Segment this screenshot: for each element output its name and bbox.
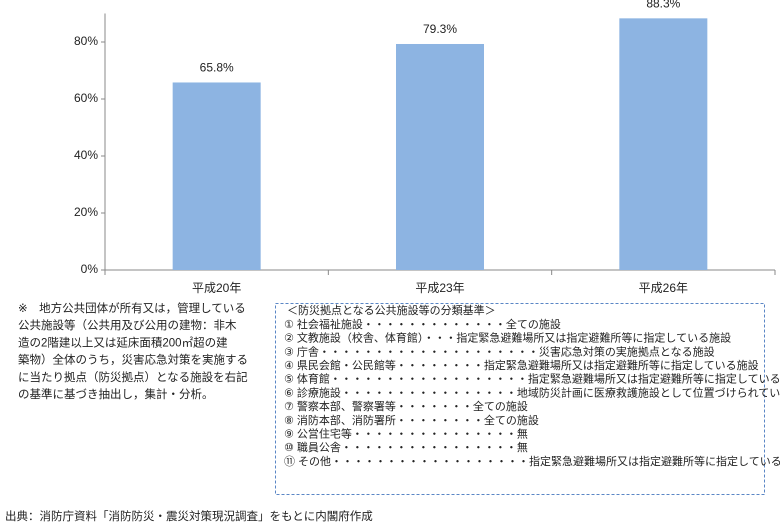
y-tick-label: 60% [74,91,98,105]
criteria-item: ⑤ 体育館・・・・・・・・・・・・・・・・・・指定緊急避難場所又は指定避難所等に… [284,372,780,386]
source: 出典：消防庁資料「消防防災・震災対策現況調査」をもとに内閣府作成 [5,509,373,523]
x-tick-label: 平成23年 [415,281,464,295]
note-line: の基準に基づき抽出し，集計・分析。 [18,387,214,401]
y-tick-label: 0% [81,262,99,276]
note-line: 公共施設等（公共用及び公用の建物：非木 [18,318,237,332]
value-label: 88.3% [646,0,680,11]
y-tick-label: 20% [74,205,98,219]
criteria-item: ③ 庁舎・・・・・・・・・・・・・・・・・・・・災害応急対策の実施拠点となる施設 [284,344,715,358]
criteria-item: ⑧ 消防本部、消防署所・・・・・・・・全ての施設 [284,413,539,427]
value-label: 65.8% [200,61,234,75]
note-line: に当たり拠点（防災拠点）となる施設を右記 [18,370,248,384]
criteria-item: ⑪ その他・・・・・・・・・・・・・・・・・・指定緊急避難場所又は指定避難所等に… [284,454,780,468]
note-line: ※ 地方公共団体が所有又は，管理している [18,301,246,315]
criteria-item: ⑩ 職員公舎・・・・・・・・・・・・・・・・無 [284,440,528,454]
x-tick-label: 平成26年 [639,281,688,295]
x-tick-label: 平成20年 [192,281,241,295]
y-tick-label: 80% [74,34,98,48]
criteria-item: ⑥ 診療施設・・・・・・・・・・・・・・・・地域防災計画に医療救護施設として位置… [284,385,780,399]
value-label: 79.3% [423,22,457,36]
criteria-item: ② 文教施設（校舎、体育館）・・・指定緊急避難場所又は指定避難所等に指定している… [284,331,731,345]
criteria-item: ⑨ 公営住宅等・・・・・・・・・・・・・・・無 [284,427,528,441]
y-tick-label: 40% [74,148,98,162]
criteria-item: ① 社会福祉施設・・・・・・・・・・・・・全ての施設 [284,317,561,331]
criteria-item: ④ 県民会館・公民館等・・・・・・・・指定緊急避難場所又は指定避難所等に指定して… [284,358,759,372]
criteria-item: ⑦ 警察本部、警察署等・・・・・・・全ての施設 [284,399,528,413]
note-line: 築物）全体のうち，災害応急対策を実施する [18,353,248,367]
bar [172,82,261,270]
criteria-title: ＜防災拠点となる公共施設等の分類基準＞ [287,303,496,317]
bar [619,18,708,270]
note-line: 造の2階建以上又は延床面積200㎡超の建 [18,335,228,349]
bar [396,43,484,271]
